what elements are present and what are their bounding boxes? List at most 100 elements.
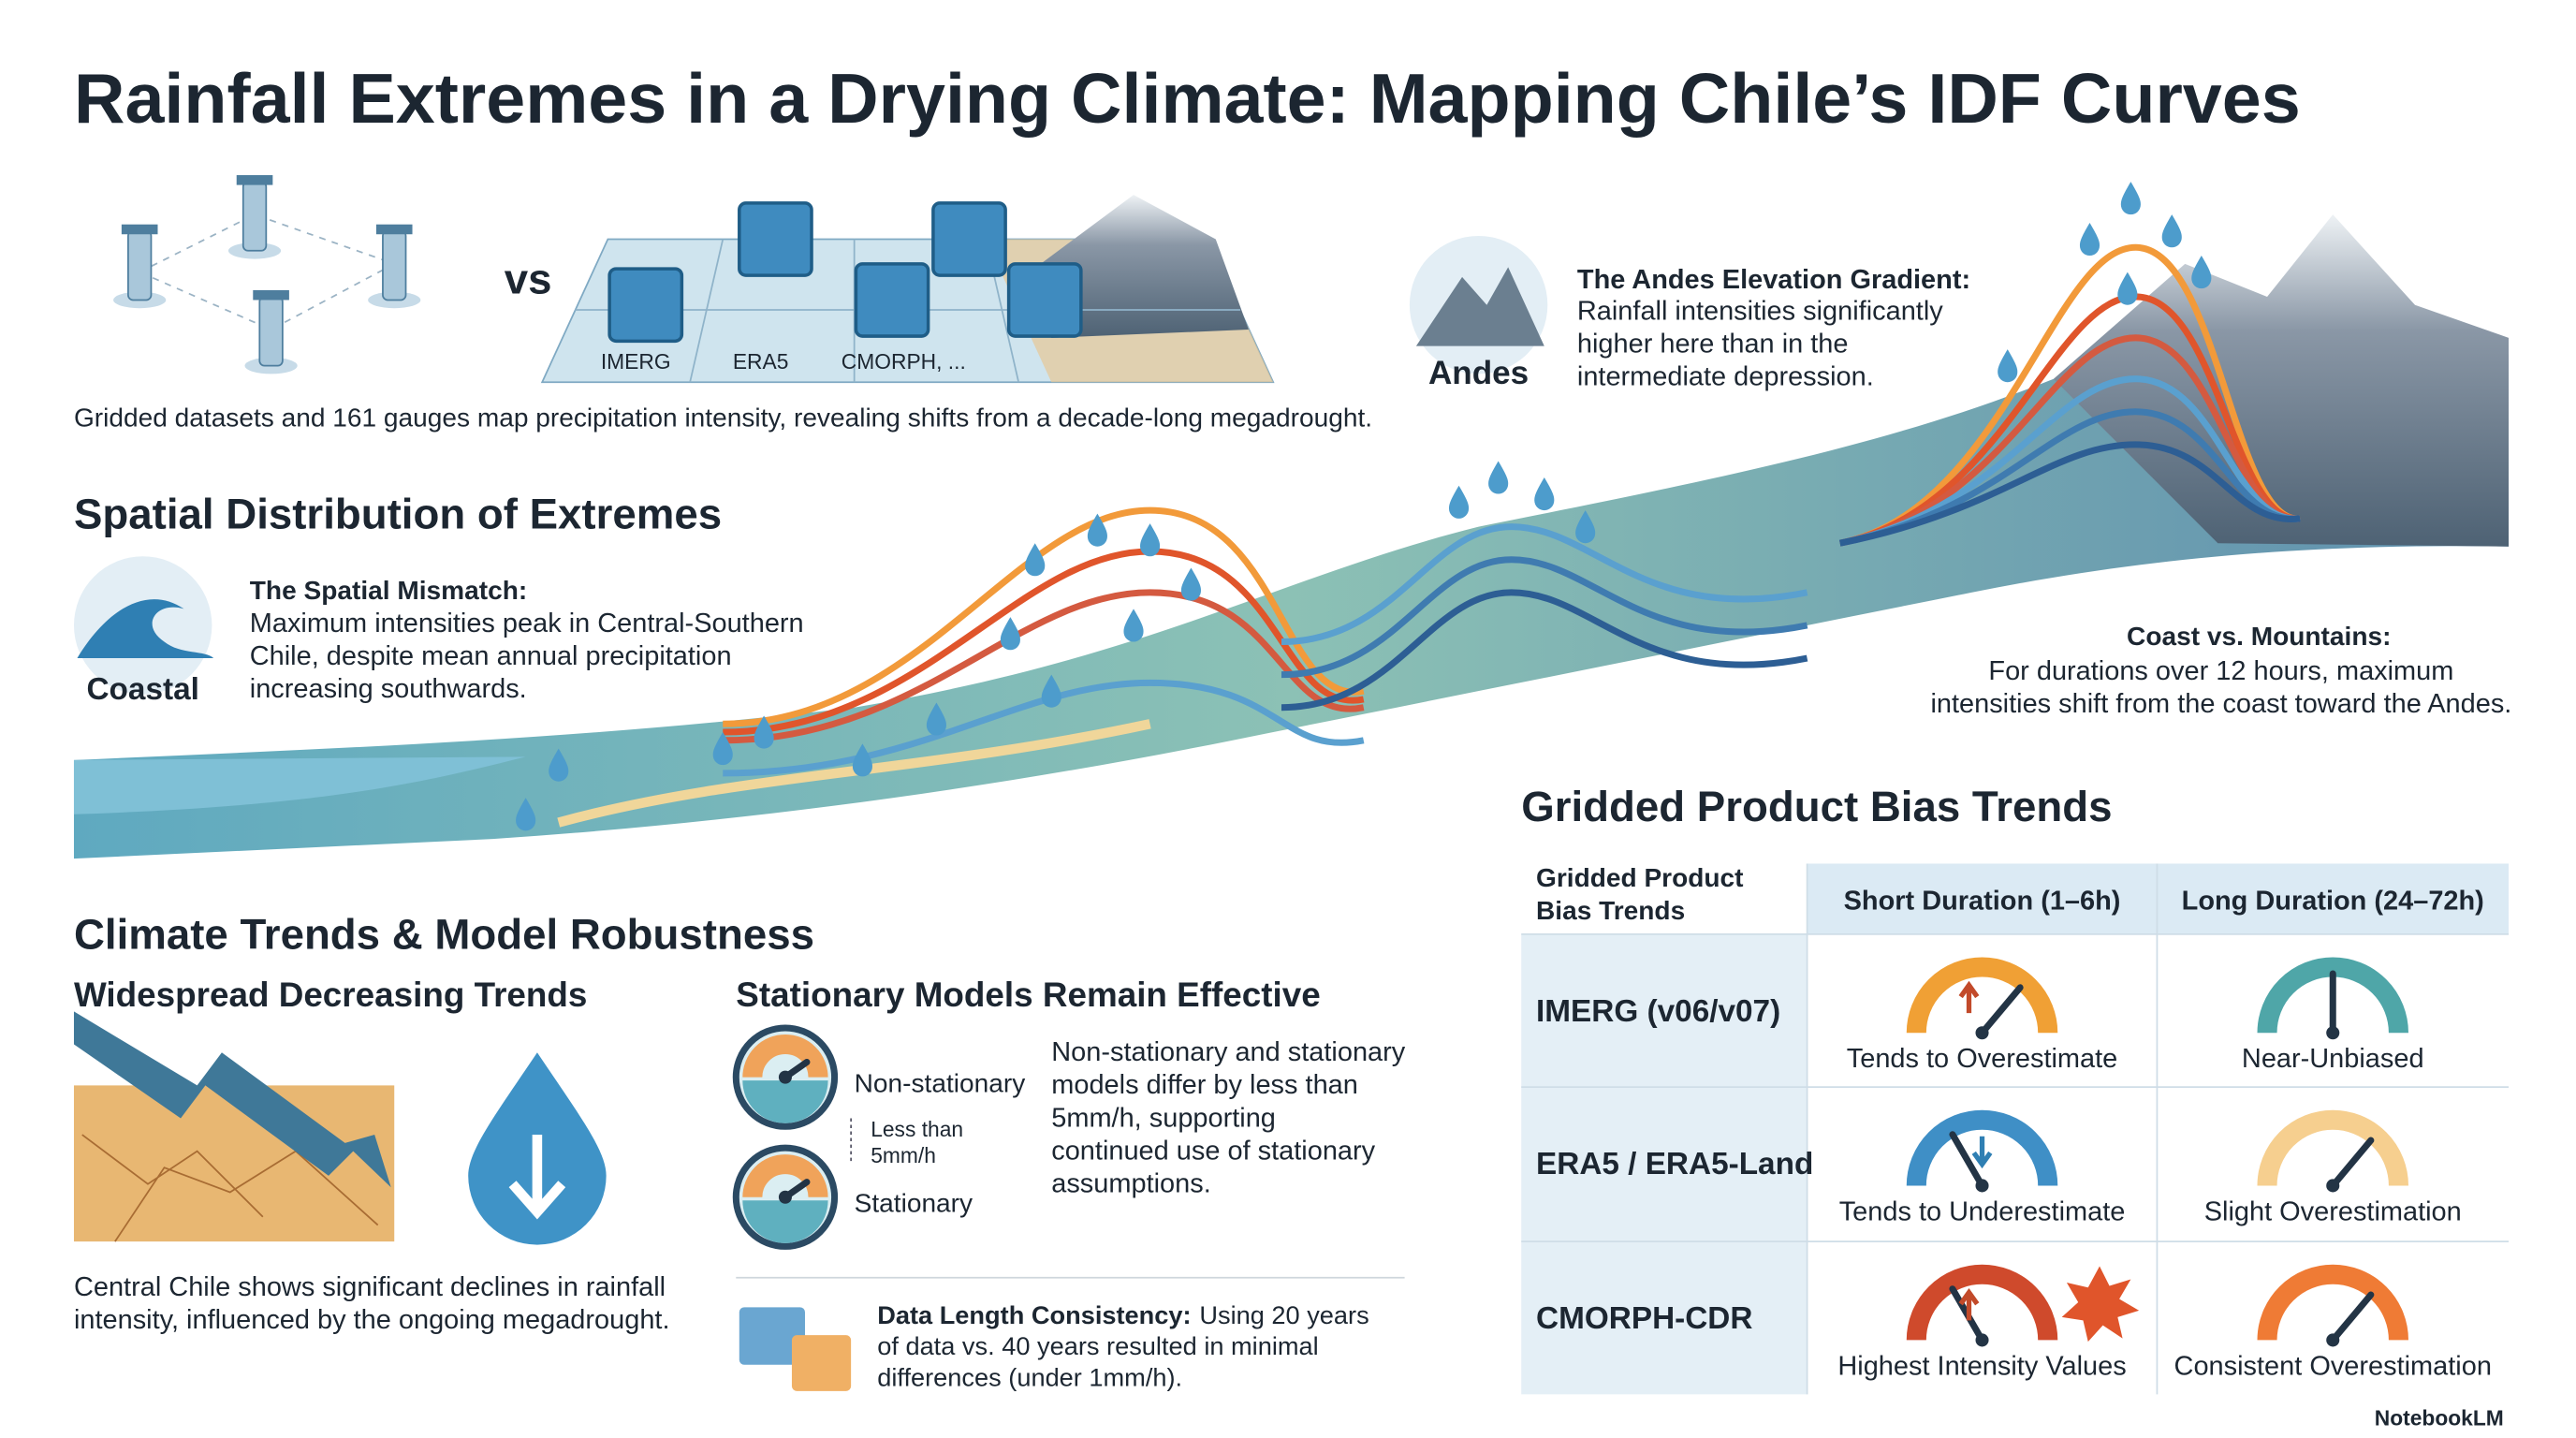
cell-label: Highest Intensity Values <box>1837 1351 2126 1381</box>
gauge-hub <box>2326 1026 2340 1040</box>
raindrop <box>712 732 733 766</box>
raindrop <box>754 715 774 749</box>
text-line: Chile, despite mean annual precipitation <box>250 641 732 671</box>
andes-icon-peak <box>1415 267 1544 346</box>
rain-curve <box>723 589 1365 744</box>
spatial-text: Maximum intensities peak in Central-Sout… <box>250 609 804 704</box>
coast-mountains-heading: Coast vs. Mountains: <box>2127 622 2391 651</box>
table-header-bg <box>1807 863 2510 934</box>
rain-curve <box>1839 375 2301 547</box>
text-line: intermediate depression. <box>1577 362 1874 392</box>
gauge-body <box>382 229 407 301</box>
gauge-body <box>258 296 284 367</box>
raindrop <box>2161 214 2182 248</box>
gauge-needle <box>1979 984 2024 1036</box>
gauge-hub <box>1975 1179 1989 1193</box>
decreasing-text: Central Chile shows significant declines… <box>74 1272 670 1335</box>
gauge-hub <box>2326 1179 2340 1193</box>
gauge-top <box>236 175 273 185</box>
raindrop <box>1534 477 1555 511</box>
burst-icon <box>2061 1266 2140 1343</box>
section-heading: Spatial Distribution of Extremes <box>74 490 722 537</box>
andes-text: Rainfall intensities significantlyhigher… <box>1577 297 1943 392</box>
text-line: intensities shift from the coast toward … <box>1930 689 2511 719</box>
text-line: Central Chile shows significant declines… <box>74 1272 666 1302</box>
gauge-arc <box>742 1034 828 1078</box>
rain-curve <box>723 548 1365 736</box>
difference-label: Less than <box>871 1117 963 1141</box>
data-length-text: Data Length Consistency: Using 20 years <box>877 1300 1368 1329</box>
rain-curve <box>1281 523 1808 646</box>
coastal-wave <box>77 599 214 659</box>
column-header: Long Duration (24–72h) <box>2182 887 2484 917</box>
gauge-hub <box>2326 1333 2340 1347</box>
cell-label: Consistent Overestimation <box>2174 1351 2492 1381</box>
gauge-arc <box>1906 957 2058 1034</box>
gauge-label: Non-stationary <box>855 1068 1026 1097</box>
section-heading: Climate Trends & Model Robustness <box>74 911 814 959</box>
gauge-top <box>253 289 289 301</box>
rain-curve <box>723 506 1365 727</box>
text-line: For durations over 12 hours, maximum <box>1988 656 2453 686</box>
raindrop <box>1449 485 1470 519</box>
gauge-arrow <box>1971 1136 1993 1169</box>
text-line: 5mm/h, supporting <box>1051 1103 1276 1133</box>
gauge-hub <box>778 1070 792 1084</box>
andes-label: Andes <box>1428 355 1529 391</box>
gauge-needle <box>1949 1131 1986 1189</box>
gauge-hub <box>778 1190 792 1204</box>
rain-curve <box>1839 334 2301 547</box>
row-label: ERA5 / ERA5-Land <box>1536 1147 1813 1181</box>
subsection-heading: Widespread Decreasing Trends <box>74 976 587 1014</box>
gauge-arc <box>1906 1264 2058 1341</box>
cracks <box>81 1134 379 1242</box>
raindrops <box>516 182 2212 831</box>
gauge-body <box>127 229 153 301</box>
cell-label: Tends to Overestimate <box>1847 1044 2118 1074</box>
model-gauge-water <box>742 1080 828 1123</box>
data-length-line: of data vs. 40 years resulted in minimal <box>877 1331 1318 1360</box>
text-line: Non-stationary and stationary <box>1051 1037 1406 1067</box>
gauge-needle <box>2329 1137 2375 1189</box>
data-length-line: differences (under 1mm/h). <box>877 1363 1182 1392</box>
raindrop <box>2191 256 2212 289</box>
text-line: intensity, influenced by the ongoing meg… <box>74 1305 670 1335</box>
andes-mountains <box>2053 214 2510 547</box>
difference-label: 5mm/h <box>871 1143 936 1167</box>
section-heading: Gridded Product Bias Trends <box>1521 783 2112 830</box>
text-line: Maximum intensities peak in Central-Sout… <box>250 609 804 638</box>
gauge-needle <box>2329 1291 2375 1343</box>
dataset-label: ERA5 <box>733 349 789 374</box>
raindrop <box>852 743 872 777</box>
raindrop <box>1000 617 1020 651</box>
table-corner: Bias Trends <box>1536 896 1685 925</box>
gauge-arc <box>742 1154 828 1198</box>
cell-label: Near-Unbiased <box>2242 1044 2424 1074</box>
data-length-bold: Data Length Consistency: <box>877 1300 1191 1329</box>
raindrop <box>1575 510 1596 544</box>
cube <box>931 201 1007 277</box>
raindrop <box>1087 513 1107 547</box>
cracked-ground <box>73 1085 395 1242</box>
subsection-heading: Stationary Models Remain Effective <box>736 976 1320 1014</box>
rain-curve <box>1839 408 2301 547</box>
cube <box>607 267 684 344</box>
column-header: Short Duration (1–6h) <box>1844 887 2121 917</box>
text-line: increasing southwards. <box>250 674 527 704</box>
andes-heading: The Andes Elevation Gradient: <box>1577 265 1970 295</box>
cube <box>738 201 813 277</box>
raindrop <box>1041 674 1061 708</box>
gauge-hub <box>1975 1333 1989 1347</box>
cube <box>1006 262 1083 338</box>
gauge-label: Stationary <box>855 1189 973 1218</box>
rain-curve <box>1281 589 1808 712</box>
beach <box>557 719 1151 828</box>
coastal-label: Coastal <box>86 672 198 707</box>
row-label: CMORPH-CDR <box>1536 1301 1752 1336</box>
gauge-arrow <box>1958 980 1980 1014</box>
rain-curves <box>723 243 2301 777</box>
raindrop <box>926 702 946 736</box>
